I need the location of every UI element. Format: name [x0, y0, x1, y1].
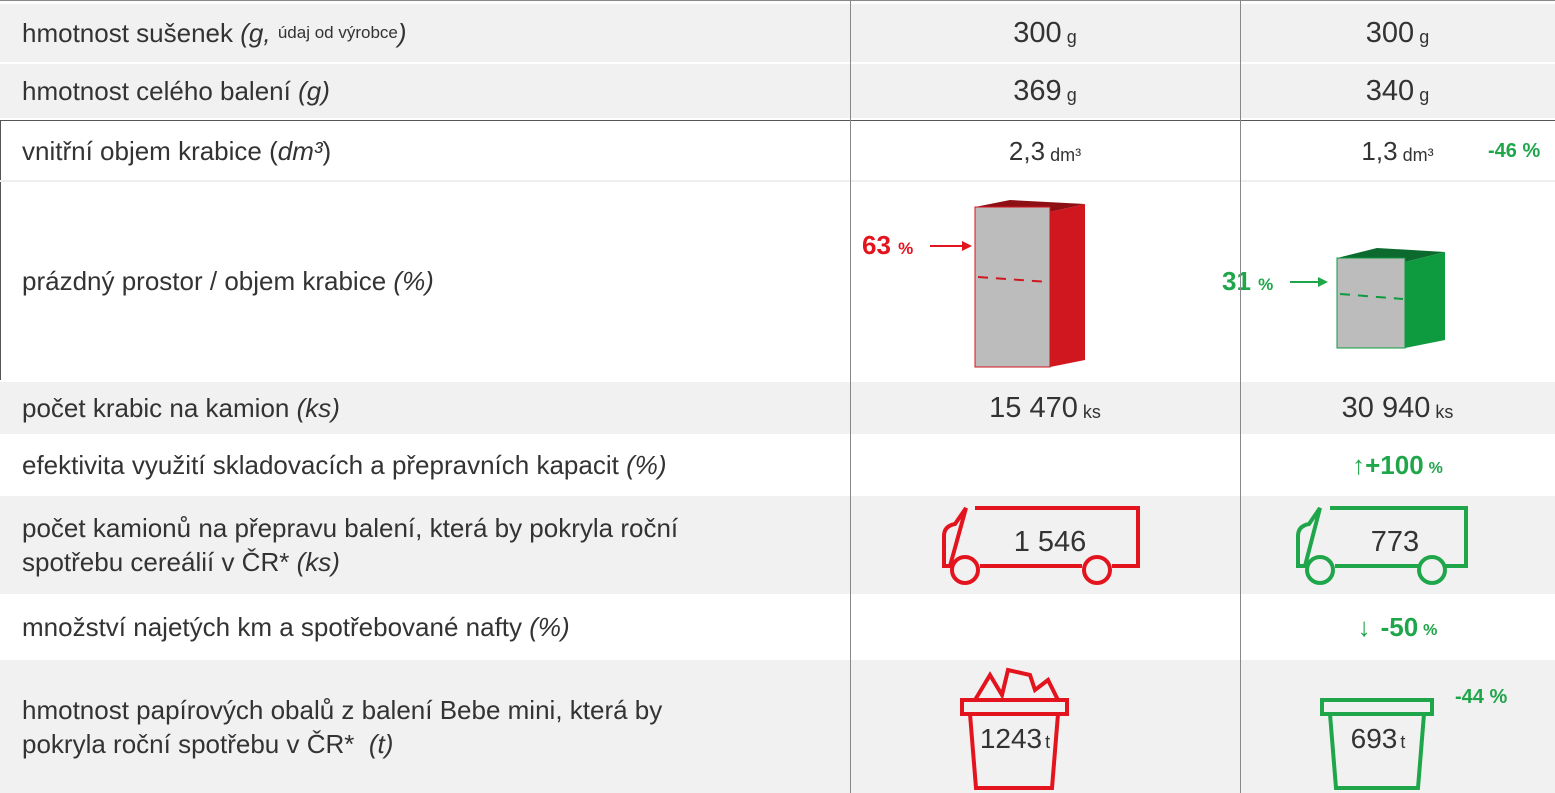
value: 1,3	[1361, 136, 1397, 167]
bin-content	[975, 670, 1058, 700]
top-border	[0, 0, 1555, 1]
label: množství najetých km a spotřebované naft…	[22, 610, 522, 644]
bin-icons	[0, 660, 1555, 793]
value: 300	[1366, 17, 1414, 50]
box-front	[1337, 258, 1405, 348]
row-label: vnitřní objem krabice (dm³)	[22, 122, 331, 180]
cell: ↓ -50%	[1240, 596, 1555, 658]
box-side	[1050, 204, 1085, 367]
note-small: údaj od výrobce	[278, 16, 398, 50]
unit: dm³	[1403, 145, 1434, 166]
value: 693	[1351, 723, 1398, 754]
truck-value: 1 546	[985, 526, 1115, 559]
cell: ↑+100%	[1240, 436, 1555, 494]
value: 300	[1013, 17, 1061, 50]
unit: %	[1423, 622, 1437, 640]
note: (g)	[298, 74, 330, 108]
unit: g	[1067, 27, 1077, 48]
bin-lid	[962, 700, 1067, 714]
box-front	[975, 207, 1050, 367]
row-label: počet krabic na kamion (ks)	[22, 382, 340, 434]
cell: 300 g	[850, 4, 1240, 62]
value: 340	[1366, 75, 1414, 108]
cell: 2,3dm³	[850, 122, 1240, 180]
value: 30 940	[1342, 392, 1431, 425]
value: 31	[1222, 266, 1251, 296]
label: efektivita využití skladovacích a přepra…	[22, 448, 619, 482]
percent-label: 63 %	[862, 230, 913, 261]
cell: 369 g	[850, 64, 1240, 118]
arrow: ↑	[1352, 450, 1365, 481]
row: hmotnost sušenek (g, údaj od výrobce) 30…	[0, 4, 1555, 62]
unit: g	[1067, 85, 1077, 106]
row-label: efektivita využití skladovacích a přepra…	[22, 436, 667, 494]
unit: g	[1419, 85, 1429, 106]
box-side	[1405, 252, 1445, 348]
value: 15 470	[989, 392, 1078, 425]
wheel	[1084, 557, 1110, 583]
box-icons	[0, 182, 1555, 380]
note: (ks)	[297, 391, 340, 425]
unit: ks	[1435, 402, 1453, 423]
row: efektivita využití skladovacích a přepra…	[0, 436, 1555, 494]
row: množství najetých km a spotřebované naft…	[0, 596, 1555, 658]
unit: t	[1045, 732, 1050, 752]
column-line	[850, 0, 851, 793]
truck-icons	[0, 496, 1555, 594]
row-label: hmotnost sušenek (g, údaj od výrobce)	[22, 4, 407, 62]
wheel	[1307, 557, 1333, 583]
note: )	[398, 16, 407, 50]
unit: dm³	[1050, 145, 1081, 166]
note: (%)	[626, 448, 666, 482]
unit: %	[1258, 275, 1273, 294]
note: (g,	[240, 16, 270, 50]
bin-lid	[1322, 700, 1432, 714]
row-label: množství najetých km a spotřebované naft…	[22, 596, 570, 658]
change-badge: -44 %	[1455, 686, 1507, 709]
value: -50	[1381, 612, 1419, 643]
unit: g	[1419, 27, 1429, 48]
page: hmotnost sušenek (g, údaj od výrobce) 30…	[0, 0, 1555, 793]
percent-label: 31 %	[1222, 266, 1273, 297]
label: hmotnost celého balení	[22, 74, 291, 108]
change-badge: -46 %	[1488, 140, 1540, 163]
column-line	[1240, 0, 1241, 793]
arrow-head	[962, 241, 972, 251]
truck-value: 773	[1335, 526, 1455, 559]
note: )	[323, 134, 332, 168]
arrow-head	[1318, 277, 1328, 287]
unit: ks	[1083, 402, 1101, 423]
note: (%)	[529, 610, 569, 644]
row: počet kamionů na přepravu balení, která …	[0, 496, 1555, 594]
label: hmotnost sušenek	[22, 16, 233, 50]
value: 63	[862, 230, 891, 260]
value: 1243	[980, 723, 1042, 754]
value: +100	[1365, 450, 1424, 481]
row: hmotnost papírových obalů z balení Bebe …	[0, 660, 1555, 793]
label: vnitřní objem krabice (	[22, 134, 278, 168]
row-label: hmotnost celého balení (g)	[22, 64, 330, 118]
wheel	[952, 557, 978, 583]
arrow: ↓	[1358, 612, 1371, 643]
unit: %	[898, 239, 913, 258]
row: prázdný prostor / objem krabice (%) 63 %…	[0, 182, 1555, 380]
unit: %	[1429, 460, 1443, 478]
value: 369	[1013, 75, 1061, 108]
wheel	[1419, 557, 1445, 583]
value: 2,3	[1009, 136, 1045, 167]
unit: t	[1400, 732, 1405, 752]
label: počet krabic na kamion	[22, 391, 289, 425]
note: dm³	[278, 134, 323, 168]
